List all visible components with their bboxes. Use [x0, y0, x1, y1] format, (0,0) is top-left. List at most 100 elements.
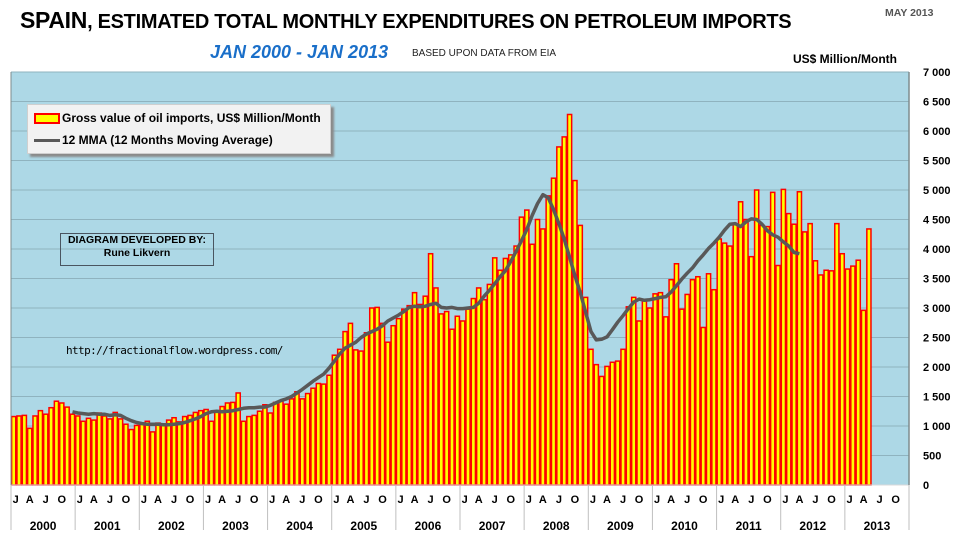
month-tick-label: J: [782, 494, 788, 506]
y-axis-unit-label: US$ Million/Month: [793, 52, 897, 66]
year-label: 2002: [158, 519, 185, 533]
bar: [230, 401, 236, 486]
month-tick-label: J: [269, 494, 275, 506]
bar: [144, 420, 151, 486]
bar: [395, 317, 402, 486]
bar: [406, 304, 413, 486]
bar: [37, 409, 44, 486]
bar: [368, 307, 375, 486]
bar: [133, 424, 140, 486]
bar: [283, 403, 290, 486]
bar: [149, 431, 156, 486]
year-label: 2006: [415, 519, 442, 533]
bar: [812, 260, 819, 486]
bar: [251, 414, 258, 486]
bar: [224, 402, 231, 486]
bar: [598, 375, 605, 486]
bar: [684, 293, 690, 486]
bar: [465, 308, 471, 486]
bar: [213, 411, 220, 486]
year-label: 2004: [286, 519, 313, 533]
bar: [625, 306, 632, 486]
bar: [775, 264, 781, 486]
bar: [107, 418, 113, 486]
bar: [16, 415, 22, 486]
month-tick-label: O: [506, 494, 515, 506]
month-tick-label: A: [90, 494, 98, 506]
credit-box: DIAGRAM DEVELOPED BY: Rune Likvern: [60, 233, 214, 266]
month-tick-label: O: [699, 494, 708, 506]
bar: [352, 349, 359, 486]
month-tick-label: J: [299, 494, 305, 506]
month-tick-label: J: [43, 494, 49, 506]
month-tick-label: J: [235, 494, 241, 506]
bar: [518, 216, 525, 486]
bar: [139, 423, 145, 486]
bar: [123, 423, 129, 486]
bar: [572, 179, 578, 486]
y-tick-label: 2 000: [923, 362, 951, 374]
month-tick-label: O: [763, 494, 772, 506]
month-tick-label: J: [846, 494, 852, 506]
bar: [657, 291, 664, 486]
year-label: 2010: [671, 519, 698, 533]
bar: [475, 287, 482, 486]
bar: [411, 291, 418, 486]
bar: [422, 295, 429, 486]
bar: [662, 316, 669, 486]
legend-item-line: 12 MMA (12 Months Moving Average): [34, 132, 273, 148]
month-tick-label: J: [812, 494, 818, 506]
bar: [844, 268, 851, 486]
bar: [187, 414, 193, 486]
year-label: 2001: [94, 519, 121, 533]
month-tick-label: J: [428, 494, 434, 506]
bar: [817, 274, 824, 486]
bar: [850, 265, 856, 486]
bar: [497, 269, 503, 486]
bar: [759, 224, 765, 486]
month-tick-label: J: [654, 494, 660, 506]
bar: [326, 374, 332, 486]
bar: [502, 257, 509, 486]
bar: [438, 313, 445, 486]
bar: [294, 391, 300, 486]
bar: [181, 415, 188, 486]
legend-bar-label: Gross value of oil imports, US$ Million/…: [62, 111, 321, 125]
bar: [523, 209, 530, 486]
bar: [866, 228, 872, 486]
credit-line1: DIAGRAM DEVELOPED BY:: [67, 234, 207, 246]
legend: Gross value of oil imports, US$ Million/…: [27, 104, 331, 154]
legend-bar-swatch: [34, 112, 60, 124]
year-label: 2009: [607, 519, 634, 533]
bar: [288, 398, 295, 486]
y-tick-label: 7 000: [923, 67, 951, 79]
month-tick-label: A: [154, 494, 162, 506]
credit-author: Rune Likvern: [103, 247, 171, 259]
bar: [304, 392, 311, 486]
month-tick-label: J: [77, 494, 83, 506]
month-tick-label: J: [556, 494, 562, 506]
month-tick-label: J: [107, 494, 113, 506]
month-tick-label: A: [667, 494, 675, 506]
bar: [64, 406, 70, 486]
bar: [614, 360, 621, 486]
bar: [208, 420, 215, 486]
bar: [454, 315, 461, 486]
month-tick-label: J: [333, 494, 339, 506]
bar: [727, 245, 733, 486]
month-tick-label: J: [877, 494, 883, 506]
bar: [272, 401, 279, 486]
bar: [155, 422, 161, 486]
month-tick-label: J: [620, 494, 626, 506]
bar: [21, 414, 28, 486]
y-tick-label: 3 500: [923, 274, 951, 286]
legend-line-swatch: [34, 138, 60, 142]
bar: [69, 413, 76, 486]
month-tick-label: A: [282, 494, 290, 506]
bar: [577, 224, 584, 486]
month-tick-label: A: [539, 494, 547, 506]
chart-title: SPAIN, ESTIMATED TOTAL MONTHLY EXPENDITU…: [20, 7, 792, 34]
bar: [91, 419, 97, 486]
month-tick-label: J: [171, 494, 177, 506]
bar: [176, 421, 183, 486]
